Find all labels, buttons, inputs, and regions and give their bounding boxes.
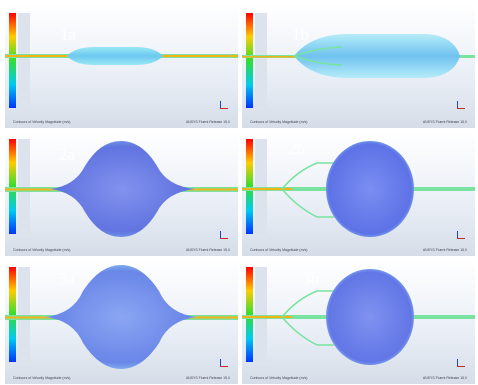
footer-caption: Contours of Velocity Magnitude (m/s) (13, 248, 71, 252)
panel-3a: 3a ANSYS R15.0 Contours of Velocity Magni… (5, 259, 238, 384)
footer-release: ANSYS Fluent Release 15.0 (185, 248, 230, 252)
ansys-logo: ANSYS R15.0 (448, 7, 469, 20)
footer-release: ANSYS Fluent Release 15.0 (422, 248, 467, 252)
panel-1a: 1a ANSYS R15.0 Contours of Velocity Magni… (5, 3, 238, 128)
contour-plot-1a (5, 13, 238, 109)
panel-label: 1a (60, 25, 77, 44)
panel-label: 2b (288, 139, 305, 158)
panel-label: 3b (302, 269, 319, 288)
footer-caption: Contours of Velocity Magnitude (m/s) (13, 120, 71, 124)
panel-3b: 3b ANSYS R15.0 Contours of Velocity Magni… (242, 259, 475, 384)
contour-plot-2b (242, 139, 475, 239)
contour-plot-2a (5, 139, 238, 239)
panel-label: 2a (59, 145, 76, 164)
panel-2b: 2b ANSYS R15.0 Contours of Velocity Magni… (242, 131, 475, 256)
footer-release: ANSYS Fluent Release 15.0 (185, 376, 230, 380)
contour-plot-3b (242, 267, 475, 367)
footer-caption: Contours of Velocity Magnitude (m/s) (250, 376, 308, 380)
footer-release: ANSYS Fluent Release 15.0 (185, 120, 230, 124)
ansys-logo: ANSYS R15.0 (211, 7, 232, 20)
ansys-logo: ANSYS R15.0 (448, 135, 469, 148)
footer-caption: Contours of Velocity Magnitude (m/s) (250, 248, 308, 252)
ansys-logo: ANSYS R15.0 (448, 263, 469, 276)
contour-plot-3a (5, 265, 238, 369)
footer-caption: Contours of Velocity Magnitude (m/s) (13, 376, 71, 380)
footer-release: ANSYS Fluent Release 15.0 (422, 376, 467, 380)
panel-label: 3a (59, 269, 76, 288)
ansys-logo: ANSYS R15.0 (211, 135, 232, 148)
contour-plot-1b (242, 13, 475, 109)
footer-caption: Contours of Velocity Magnitude (m/s) (250, 120, 308, 124)
panel-2a: 2a ANSYS R15.0 Contours of Velocity Magni… (5, 131, 238, 256)
ansys-logo: ANSYS R15.0 (211, 263, 232, 276)
panel-label: 1b (292, 25, 309, 44)
panel-1b: 1b ANSYS R15.0 Contours of Velocity Magni… (242, 3, 475, 128)
footer-release: ANSYS Fluent Release 15.0 (422, 120, 467, 124)
